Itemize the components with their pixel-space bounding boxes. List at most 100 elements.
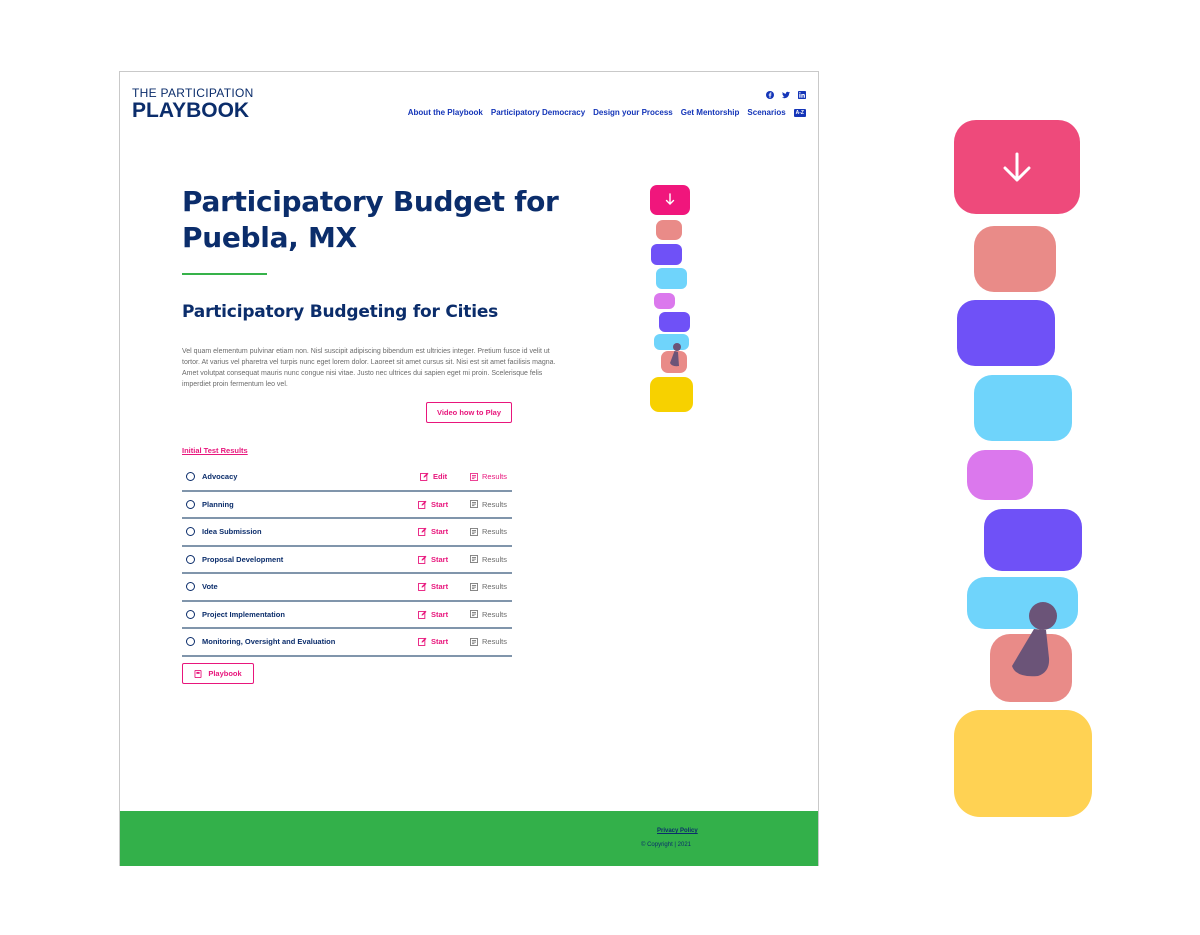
social-links [766, 91, 806, 99]
az-glossary-badge[interactable]: A-Z [793, 108, 806, 117]
pawn-body [1012, 629, 1050, 677]
tower-block-5[interactable] [654, 293, 675, 309]
tower-large-block-base[interactable] [954, 710, 1092, 817]
stage-radio[interactable] [186, 637, 195, 646]
stage-row: Proposal Development Start Results [182, 547, 512, 574]
stage-results-label: Results [482, 582, 508, 591]
stage-start-button[interactable]: Start [418, 500, 448, 509]
stage-action-label: Start [431, 637, 449, 646]
edit-icon [418, 555, 427, 564]
logo-top-text: THE PARTICIPATION [132, 86, 254, 100]
stage-name: Vote [202, 582, 218, 591]
site-footer: Privacy Policy © Copyright | 2021 [120, 811, 818, 866]
page-subtitle: Participatory Budgeting for Cities [182, 302, 499, 322]
tower-block-base[interactable] [650, 377, 693, 412]
stage-start-button[interactable]: Start [418, 637, 448, 646]
edit-icon [418, 610, 427, 619]
stage-results-button[interactable]: Results [470, 555, 507, 564]
stage-row: Planning Start Results [182, 492, 512, 519]
linkedin-icon[interactable] [798, 91, 806, 99]
book-icon [194, 669, 202, 678]
nav-get-mentorship[interactable]: Get Mentorship [680, 108, 740, 117]
stage-results-button[interactable]: Results [470, 637, 507, 646]
results-icon [470, 500, 478, 508]
stage-start-button[interactable]: Start [418, 527, 448, 536]
stage-results-button[interactable]: Results [470, 610, 507, 619]
tower-block-7[interactable] [654, 334, 689, 350]
video-how-to-play-button[interactable]: Video how to Play [426, 402, 512, 423]
edit-icon [418, 582, 427, 591]
stage-row: Vote Start Results [182, 574, 512, 602]
stage-results-button[interactable]: Results [470, 500, 507, 509]
playbook-button[interactable]: Playbook [182, 663, 254, 684]
stage-edit-button[interactable]: Edit [420, 472, 447, 481]
nav-scenarios[interactable]: Scenarios [747, 108, 786, 117]
stage-row: Project Implementation Start Results [182, 602, 512, 629]
stage-start-button[interactable]: Start [418, 555, 448, 564]
results-icon [470, 582, 478, 591]
page-description: Vel quam elementum pulvinar etiam non. N… [182, 348, 556, 388]
logo-main-text: PLAYBOOK [132, 99, 250, 122]
stage-results-label: Results [482, 554, 508, 564]
privacy-policy-link[interactable]: Privacy Policy [657, 828, 698, 834]
stage-action-label: Edit [433, 472, 448, 481]
stage-name: Planning [202, 499, 234, 509]
stage-results-label: Results [482, 609, 508, 619]
stage-name: Monitoring, Oversight and Evaluation [202, 637, 336, 646]
stage-radio[interactable] [186, 609, 195, 619]
tower-block-4[interactable] [656, 268, 687, 289]
pawn-icon [673, 343, 681, 351]
initial-test-results-link[interactable]: Initial Test Results [182, 446, 248, 455]
edit-icon [420, 472, 429, 481]
stage-start-button[interactable]: Start [418, 610, 448, 619]
tower-block-6[interactable] [659, 312, 690, 332]
stage-results-button[interactable]: Results [470, 582, 507, 591]
tower-large-block-4[interactable] [974, 375, 1072, 441]
stage-row: Idea Submission Start Results [182, 519, 512, 547]
edit-icon [418, 527, 427, 536]
stage-radio[interactable] [186, 499, 195, 509]
tower-block-2[interactable] [656, 220, 682, 240]
stage-list: Advocacy Edit Results Planning Start Res… [182, 464, 512, 657]
stage-results-button[interactable]: Results [470, 527, 507, 536]
stage-tower-large [954, 120, 1092, 817]
stage-results-button[interactable]: Results [470, 472, 507, 481]
tower-block-3[interactable] [651, 244, 682, 265]
stage-results-label: Results [482, 472, 508, 481]
stage-start-button[interactable]: Start [418, 582, 448, 591]
stage-row: Monitoring, Oversight and Evaluation Sta… [182, 629, 512, 657]
stage-action-label: Start [431, 527, 449, 536]
stage-radio[interactable] [186, 527, 195, 536]
tower-large-block-7[interactable] [967, 577, 1078, 629]
results-icon [470, 472, 478, 481]
site-logo[interactable]: THE PARTICIPATION PLAYBOOK [132, 87, 254, 121]
tower-large-block-2[interactable] [974, 226, 1056, 292]
stage-radio[interactable] [186, 582, 195, 591]
results-icon [470, 637, 478, 646]
nav-about-playbook[interactable]: About the Playbook [407, 108, 483, 117]
nav-design-your-process[interactable]: Design your Process [593, 108, 673, 117]
facebook-icon[interactable] [766, 91, 774, 99]
page-title: Participatory Budget for Puebla, MX [182, 185, 559, 254]
edit-icon [418, 500, 427, 509]
stage-action-label: Start [431, 582, 449, 591]
stage-radio[interactable] [186, 554, 195, 564]
tower-large-block-6[interactable] [984, 509, 1082, 571]
edit-icon [418, 637, 427, 646]
tower-large-block-3[interactable] [957, 300, 1055, 366]
tower-large-block-5[interactable] [967, 450, 1033, 500]
stage-results-label: Results [482, 527, 508, 536]
pawn-icon [1029, 602, 1057, 630]
results-icon [470, 610, 478, 618]
stage-radio[interactable] [186, 472, 195, 481]
results-icon [470, 527, 478, 536]
stage-name: Project Implementation [202, 609, 285, 619]
nav-participatory-democracy[interactable]: Participatory Democracy [490, 108, 586, 117]
twitter-icon[interactable] [782, 91, 790, 99]
main-nav: About the Playbook Participatory Democra… [408, 108, 806, 117]
page-frame: THE PARTICIPATION PLAYBOOK About the Pla… [119, 71, 819, 866]
stage-action-label: Start [431, 499, 449, 509]
stage-tower-mini [650, 185, 693, 412]
pawn-body [670, 351, 679, 367]
stage-name: Advocacy [202, 472, 238, 481]
